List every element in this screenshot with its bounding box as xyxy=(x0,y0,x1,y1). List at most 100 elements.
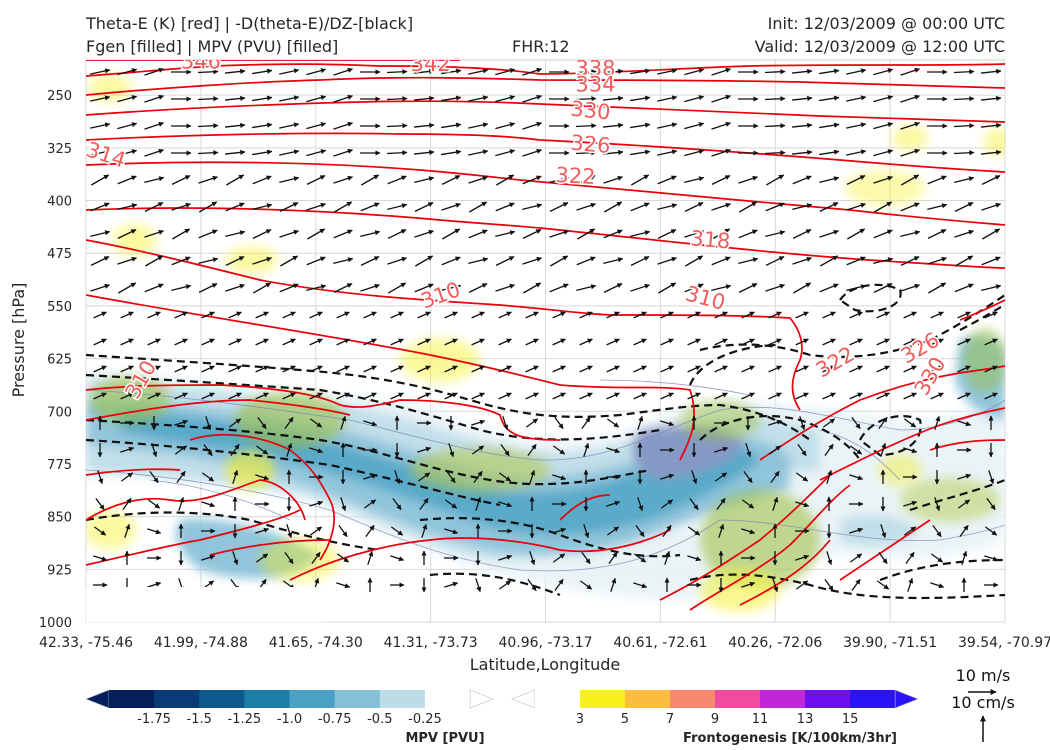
wind-arrow xyxy=(768,419,783,426)
y-tick-label: 325 xyxy=(47,142,72,157)
wind-arrow xyxy=(849,311,863,319)
wind-arrow xyxy=(124,523,131,538)
wind-arrow xyxy=(527,443,537,457)
wind-arrow xyxy=(255,365,269,373)
wind-arrow xyxy=(252,229,272,239)
wind-arrow xyxy=(608,551,618,565)
wind-arrow xyxy=(525,392,539,400)
wind-arrow xyxy=(684,283,704,293)
wind-arrow xyxy=(770,470,780,484)
wind-arrow xyxy=(792,229,812,239)
y-tick-label: 400 xyxy=(47,195,72,210)
colorbar-swatch xyxy=(244,690,290,708)
wind-arrow xyxy=(495,122,516,130)
wind-arrow xyxy=(766,174,785,186)
wind-arrow xyxy=(201,501,216,508)
wind-arrow xyxy=(660,499,674,509)
wind-arrow xyxy=(711,148,732,157)
wind-arrow xyxy=(873,149,894,157)
colorbar-swatch xyxy=(534,690,581,708)
wind-arrow xyxy=(360,202,380,212)
wind-arrow xyxy=(338,524,348,538)
wind-arrow xyxy=(363,311,377,319)
wind-arrow xyxy=(900,94,921,103)
wind-arrow xyxy=(203,443,213,457)
wind-arrow xyxy=(768,445,782,455)
wind-arrow xyxy=(630,283,651,292)
wind-arrow xyxy=(174,392,188,400)
wind-arrow xyxy=(201,311,215,319)
wind-arrow xyxy=(795,365,809,373)
wind-arrow xyxy=(171,284,192,292)
wind-arrow xyxy=(441,95,462,102)
wind-arrow xyxy=(822,311,836,319)
wind-arrow xyxy=(279,149,300,156)
wind-arrow xyxy=(981,256,1001,266)
wind-arrow xyxy=(336,365,350,373)
wind-arrow xyxy=(522,121,543,130)
wind-arrow xyxy=(822,338,836,346)
x-tick-label: 39.90, -71.51 xyxy=(843,635,937,651)
wind-arrow xyxy=(363,420,378,427)
colorbar-tick-label: 13 xyxy=(797,712,814,727)
wind-arrow xyxy=(633,553,647,563)
wind-arrow xyxy=(900,230,921,238)
wind-arrow xyxy=(953,69,975,75)
wind-arrow xyxy=(795,311,809,319)
wind-arrow xyxy=(630,122,651,129)
wind-arrow xyxy=(579,392,593,400)
wind-arrow xyxy=(117,68,138,76)
wind-arrow xyxy=(711,67,732,76)
wind-arrow xyxy=(851,578,861,592)
wind-arrow xyxy=(333,283,353,293)
wind-arrow xyxy=(117,203,138,211)
wind-arrow xyxy=(575,150,597,156)
wind-arrow xyxy=(257,416,267,430)
wind-arrow xyxy=(792,203,813,211)
wind-arrow xyxy=(279,95,300,102)
wind-arrow xyxy=(795,554,810,561)
wind-arrow xyxy=(930,392,944,400)
wind-arrow xyxy=(279,283,299,293)
wind-arrow xyxy=(471,445,485,455)
colorbar-tick-label: -0.5 xyxy=(367,712,392,727)
wind-arrow xyxy=(630,230,651,238)
wind-arrow xyxy=(878,416,888,430)
wind-vectors xyxy=(90,67,1002,593)
wind-arrow xyxy=(934,415,941,430)
theta-e-contour-label: 322 xyxy=(555,163,596,189)
wind-arrow xyxy=(252,68,273,75)
wind-arrow xyxy=(468,175,489,184)
wind-arrow xyxy=(255,338,269,346)
wind-arrow xyxy=(575,96,597,102)
wind-arrow xyxy=(198,283,218,293)
y-tick-label: 625 xyxy=(47,353,72,368)
wind-arrow xyxy=(309,526,323,536)
wind-arrow xyxy=(469,201,488,213)
wind-arrow xyxy=(446,470,456,484)
mpv-colorbar: -1.75 -1.5 -1.25 -1.0 -0.75 -0.5 -0.25 xyxy=(85,689,494,727)
wind-arrow xyxy=(633,365,647,373)
wind-arrow xyxy=(90,95,111,102)
x-tick-label: 41.31, -73.73 xyxy=(384,635,478,651)
y-tick-label: 1000 xyxy=(39,616,72,631)
wind-arrow xyxy=(903,365,917,373)
wind-arrow xyxy=(711,121,732,130)
wind-arrow xyxy=(630,149,651,156)
wind-arrow xyxy=(333,257,354,265)
wind-arrow xyxy=(90,149,111,156)
wind-arrow xyxy=(390,392,404,400)
colorbar-tick-label: -1.5 xyxy=(187,712,212,727)
init-time: Init: 12/03/2009 @ 00:00 UTC xyxy=(767,14,1005,33)
wind-arrow xyxy=(795,472,809,482)
wind-arrow xyxy=(93,311,107,319)
wind-arrow xyxy=(741,581,756,588)
wind-arrow xyxy=(660,338,674,346)
wind-arrow xyxy=(363,365,377,373)
wind-arrow xyxy=(552,527,567,534)
wind-arrow xyxy=(225,202,245,212)
wind-arrow xyxy=(928,282,947,294)
wind-arrow xyxy=(224,68,246,75)
wind-arrow xyxy=(934,497,941,512)
x-tick-label: 40.61, -72.61 xyxy=(613,635,707,651)
